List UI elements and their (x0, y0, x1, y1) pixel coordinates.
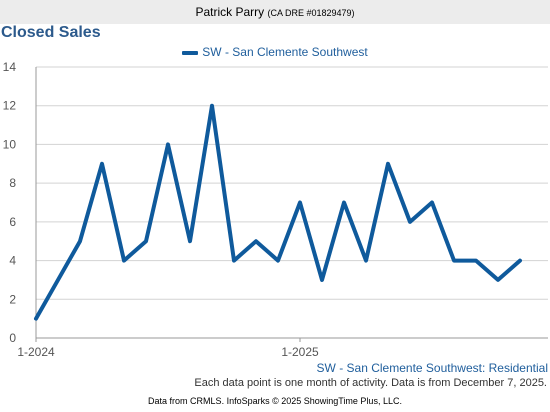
y-tick-label: 4 (9, 254, 16, 268)
y-tick-label: 14 (3, 60, 17, 74)
agent-license: (CA DRE #01829479) (267, 8, 355, 18)
y-tick-label: 8 (9, 176, 16, 190)
y-tick-label: 2 (9, 292, 16, 306)
y-tick-label: 0 (9, 331, 16, 345)
x-tick-label: 1-2025 (281, 345, 319, 359)
legend-label: SW - San Clemente Southwest (202, 45, 368, 59)
chart-legend[interactable]: SW - San Clemente Southwest (0, 45, 550, 59)
chart-title: Closed Sales (1, 24, 101, 41)
series-line (34, 103, 522, 321)
y-tick-label: 6 (9, 215, 16, 229)
x-tick-label: 1-2024 (17, 345, 55, 359)
footer-note: Each data point is one month of activity… (194, 377, 547, 389)
legend-swatch (182, 50, 199, 55)
data-credit: Data from CRMLS. InfoSparks © 2025 Showi… (148, 396, 402, 406)
y-tick-label: 12 (3, 99, 17, 113)
footer-series-label: SW - San Clemente Southwest: Residential (316, 361, 548, 375)
agent-header: Patrick Parry (CA DRE #01829479) (0, 0, 550, 24)
agent-name: Patrick Parry (195, 5, 265, 19)
y-tick-label: 10 (3, 137, 17, 151)
